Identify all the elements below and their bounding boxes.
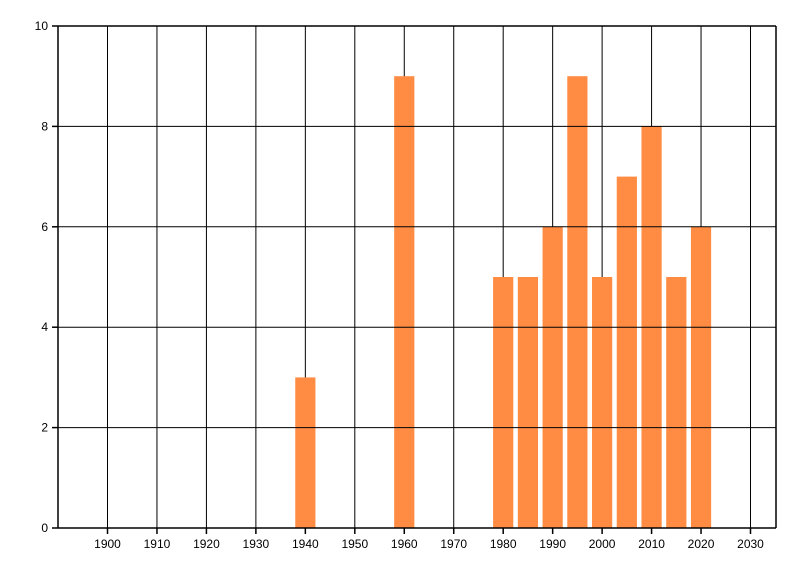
svg-text:4: 4 [41,320,48,334]
svg-text:1970: 1970 [440,537,467,551]
svg-text:1980: 1980 [490,537,517,551]
svg-text:1960: 1960 [391,537,418,551]
svg-text:2000: 2000 [589,537,616,551]
svg-text:6: 6 [41,220,48,234]
svg-text:2: 2 [41,421,48,435]
svg-text:0: 0 [41,521,48,535]
svg-text:1900: 1900 [94,537,121,551]
svg-text:1920: 1920 [193,537,220,551]
svg-text:1950: 1950 [341,537,368,551]
svg-text:10: 10 [35,19,49,33]
svg-text:8: 8 [41,119,48,133]
svg-text:1990: 1990 [539,537,566,551]
svg-text:2030: 2030 [737,537,764,551]
svg-text:1940: 1940 [292,537,319,551]
svg-text:2010: 2010 [638,537,665,551]
svg-text:1930: 1930 [243,537,270,551]
svg-text:1910: 1910 [144,537,171,551]
svg-text:2020: 2020 [688,537,715,551]
